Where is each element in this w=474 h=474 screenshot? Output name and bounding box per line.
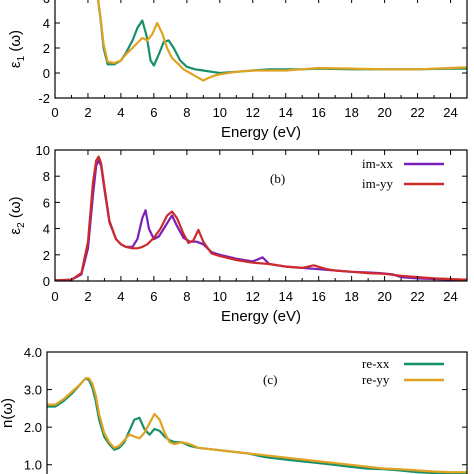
x-tick-label: 16 <box>311 105 325 120</box>
x-tick-label: 18 <box>344 105 358 120</box>
y-axis-title: ε2 (ω) <box>7 196 27 234</box>
y-axis-title: ε1 (ω) <box>7 30 27 68</box>
y-tick-label: 6 <box>43 0 50 6</box>
legend-label: im-yy <box>362 176 394 191</box>
plot-frame <box>46 351 468 474</box>
y-tick-label: 0 <box>43 274 50 289</box>
x-tick-label: 2 <box>84 105 91 120</box>
series-line-series-2 <box>96 0 467 82</box>
x-tick-label: 14 <box>278 105 292 120</box>
y-tick-label: 0 <box>43 66 50 81</box>
y-tick-label: -2 <box>38 91 50 106</box>
y-tick-label: 1.0 <box>24 458 42 473</box>
legend-label: re-xx <box>362 356 390 371</box>
x-tick-label: 2 <box>84 289 91 304</box>
y-tick-label: 4 <box>43 222 50 237</box>
y-tick-label: 2.0 <box>24 420 42 435</box>
x-tick-label: 20 <box>377 289 391 304</box>
series-line-re-xx <box>47 377 467 474</box>
legend: im-xx im-yy <box>362 156 444 191</box>
plot-frame <box>54 149 468 282</box>
y-tick-label: 6 <box>43 195 50 210</box>
legend-label: re-yy <box>362 372 390 387</box>
x-tick-label: 24 <box>443 289 457 304</box>
y-tick-label: 3.0 <box>24 383 42 398</box>
y-axis-title-symbol: ε <box>7 228 24 235</box>
series-line-im-yy <box>55 155 467 281</box>
panel-tag: (c) <box>263 372 277 387</box>
x-tick-label: 10 <box>213 105 227 120</box>
x-tick-label: 22 <box>410 105 424 120</box>
panel-tag: (b) <box>270 171 285 186</box>
x-tick-label: 18 <box>344 289 358 304</box>
x-tick-label: 12 <box>246 105 260 120</box>
x-tick-label: 0 <box>51 105 58 120</box>
y-tick-label: 4.0 <box>24 345 42 360</box>
x-tick-label: 4 <box>117 105 124 120</box>
y-axis-title-subscript: 1 <box>16 55 27 61</box>
x-tick-label: 24 <box>443 105 457 120</box>
series-line-re-yy <box>47 377 467 474</box>
x-tick-label: 6 <box>150 289 157 304</box>
x-tick-label: 4 <box>117 289 124 304</box>
x-tick-label: 22 <box>410 289 424 304</box>
y-axis-title-subscript: 2 <box>16 222 27 228</box>
x-tick-label: 6 <box>150 105 157 120</box>
x-tick-label: 10 <box>213 289 227 304</box>
y-tick-label: 2 <box>43 41 50 56</box>
y-tick-label: 4 <box>43 16 50 31</box>
x-tick-label: 14 <box>278 289 292 304</box>
x-tick-label: 8 <box>183 105 190 120</box>
x-tick-label: 0 <box>51 289 58 304</box>
y-axis-title-rest: (ω) <box>7 196 24 222</box>
y-axis-title-rest: (ω) <box>7 30 24 56</box>
y-tick-label: 8 <box>43 169 50 184</box>
y-tick-label: 10 <box>36 143 50 158</box>
x-axis-title: Energy (eV) <box>221 308 301 325</box>
y-axis-title-symbol: ε <box>7 61 24 68</box>
x-axis-title: Energy (eV) <box>221 124 301 141</box>
x-tick-label: 8 <box>183 289 190 304</box>
x-tick-label: 12 <box>246 289 260 304</box>
x-tick-label: 16 <box>311 289 325 304</box>
y-tick-label: 2 <box>43 248 50 263</box>
series-line-series-1 <box>96 0 467 75</box>
legend-label: im-xx <box>362 156 394 171</box>
y-axis-title: n(ω) <box>0 398 16 428</box>
plot-frame <box>54 0 468 99</box>
x-tick-label: 20 <box>377 105 391 120</box>
